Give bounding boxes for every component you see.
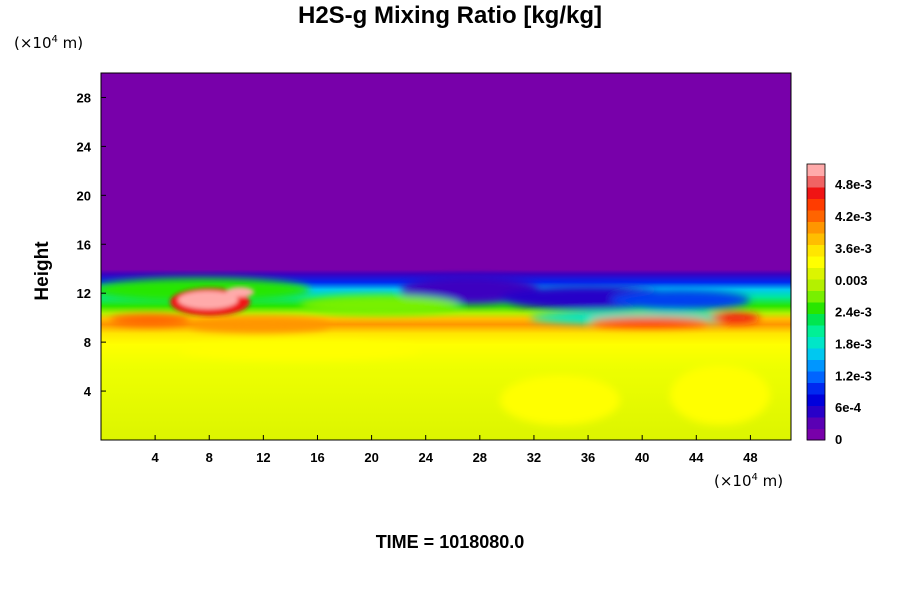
colorbar-segment bbox=[807, 394, 825, 406]
colorbar-segment bbox=[807, 244, 825, 257]
colorbar: 0 6e-4 1.2e-3 1.8e-3 2.4e-3 0.003 3.6e-3 4.2e-3… bbox=[806, 163, 872, 447]
y-tick-label: 20 bbox=[77, 188, 91, 203]
colorbar-label: 4.2e-3 bbox=[835, 209, 872, 224]
plot-frame bbox=[100, 72, 792, 441]
x-tick-label: 28 bbox=[473, 450, 487, 465]
y-tick-label: 12 bbox=[77, 286, 91, 301]
trough-feature-3 bbox=[610, 290, 750, 310]
colorbar-segment bbox=[807, 256, 825, 268]
y-unit-base: (×10 bbox=[14, 34, 52, 52]
colorbar-label: 2.4e-3 bbox=[835, 305, 872, 320]
colorbar-segment bbox=[807, 302, 825, 314]
max-patch-core bbox=[178, 291, 238, 309]
x-tick-label: 44 bbox=[689, 450, 704, 465]
red-patch-2 bbox=[710, 313, 760, 323]
colorbar-label: 3.6e-3 bbox=[835, 241, 872, 256]
y-tick-label: 4 bbox=[84, 384, 92, 399]
y-tick-label: 24 bbox=[77, 139, 92, 154]
colorbar-label: 0.003 bbox=[835, 273, 868, 288]
x-tick-label: 12 bbox=[256, 450, 270, 465]
x-axis-unit: (×104 m) bbox=[714, 472, 783, 490]
y-unit-exponent: 4 bbox=[51, 34, 58, 45]
x-unit-exponent: 4 bbox=[751, 472, 758, 483]
x-tick-label: 16 bbox=[310, 450, 324, 465]
colorbar-segment bbox=[807, 359, 825, 372]
colorbar-label: 4.8e-3 bbox=[835, 177, 872, 192]
colorbar-segment bbox=[807, 417, 825, 429]
green-band-2 bbox=[300, 295, 460, 315]
y-tick-label: 8 bbox=[84, 335, 91, 350]
colorbar-segment bbox=[807, 382, 825, 395]
orange-patch-1 bbox=[190, 317, 330, 333]
colorbar-label: 0 bbox=[835, 432, 842, 447]
colorbar-segment bbox=[807, 164, 825, 176]
yellow-patch-3 bbox=[180, 340, 420, 360]
colorbar-segment bbox=[807, 313, 825, 326]
orange-patch-2 bbox=[110, 314, 190, 326]
x-tick-label: 32 bbox=[527, 450, 541, 465]
x-tick-label: 40 bbox=[635, 450, 649, 465]
colorbar-segment bbox=[807, 336, 825, 349]
max-patch-tail bbox=[226, 287, 254, 297]
plot-area bbox=[101, 73, 791, 440]
colorbar-segment bbox=[807, 428, 825, 441]
colorbar-segment bbox=[807, 221, 825, 234]
red-patch-1 bbox=[590, 317, 710, 327]
x-tick-label: 24 bbox=[418, 450, 433, 465]
yellow-patch-1 bbox=[500, 375, 620, 425]
x-tick-label: 8 bbox=[206, 450, 213, 465]
colorbar-label: 1.8e-3 bbox=[835, 336, 872, 351]
colorbar-segment bbox=[807, 187, 825, 199]
y-unit-suffix: m) bbox=[57, 34, 84, 52]
time-label: TIME = 1018080.0 bbox=[375, 532, 525, 552]
colorbar-segment bbox=[807, 371, 825, 383]
colorbar-segment bbox=[807, 279, 825, 291]
colorbar-frame bbox=[806, 163, 826, 441]
colorbar-segment bbox=[807, 210, 825, 222]
colorbar-segment bbox=[807, 233, 825, 245]
x-tick-label: 20 bbox=[364, 450, 378, 465]
colorbar-segment bbox=[807, 405, 825, 418]
x-tick-label: 48 bbox=[743, 450, 757, 465]
colorbar-segment bbox=[807, 198, 825, 211]
chart-title: H2S-g Mixing Ratio [kg/kg] bbox=[297, 2, 602, 29]
x-unit-base: (×10 bbox=[714, 472, 752, 490]
yellow-patch-2 bbox=[670, 365, 770, 425]
y-tick-label: 16 bbox=[77, 237, 91, 252]
x-unit-suffix: m) bbox=[757, 472, 784, 490]
colorbar-segment bbox=[807, 175, 825, 188]
x-tick-label: 4 bbox=[152, 450, 160, 465]
colorbar-segment bbox=[807, 267, 825, 280]
field-background bbox=[101, 73, 791, 440]
colorbar-label: 1.2e-3 bbox=[835, 368, 872, 383]
y-axis-unit: (×104 m) bbox=[14, 34, 83, 52]
colorbar-label: 6e-4 bbox=[835, 400, 862, 415]
colorbar-segment bbox=[807, 348, 825, 360]
max-patch-group bbox=[170, 287, 254, 316]
y-tick-label: 28 bbox=[77, 90, 91, 105]
x-tick-label: 36 bbox=[581, 450, 595, 465]
colorbar-segment bbox=[807, 290, 825, 303]
colorbar-segment bbox=[807, 325, 825, 337]
